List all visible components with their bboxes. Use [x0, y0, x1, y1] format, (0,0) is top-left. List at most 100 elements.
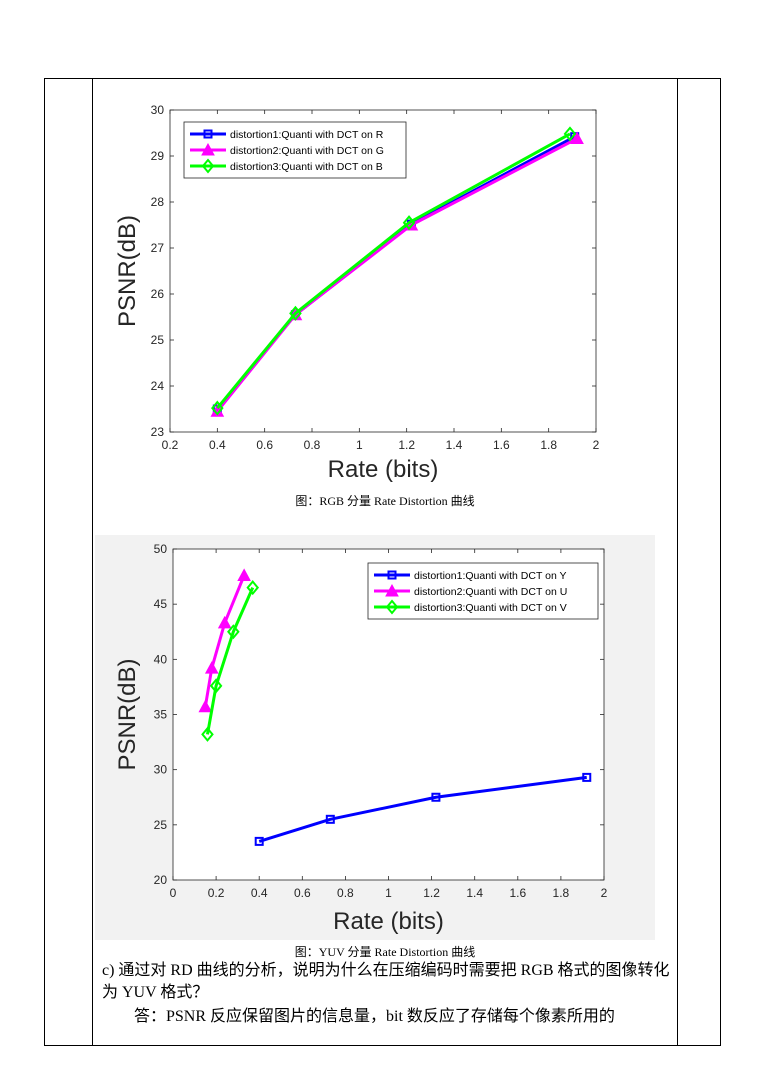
y-axis-label: PSNR(dB): [114, 658, 141, 770]
series-line: [216, 132, 571, 410]
y-tick-label: 23: [151, 425, 165, 439]
data-point-triangle: [204, 661, 219, 674]
x-tick-label: 1.4: [466, 886, 483, 900]
y-tick-label: 30: [154, 763, 168, 777]
x-tick-label: 2: [601, 886, 608, 900]
y-tick-label: 26: [151, 287, 165, 301]
data-point-diamond: [201, 726, 214, 742]
legend-entry-3: distortion3:Quanti with DCT on B: [190, 158, 383, 174]
legend-entry-3: distortion3:Quanti with DCT on V: [374, 599, 567, 615]
data-point-diamond: [563, 126, 577, 142]
data-point-square: [582, 772, 592, 782]
x-tick-label: 0.2: [208, 886, 225, 900]
x-axis-label: Rate (bits): [333, 908, 444, 935]
x-tick-label: 1.6: [493, 438, 510, 452]
x-tick-label: 0: [170, 886, 177, 900]
data-point-square: [387, 570, 397, 580]
series-line: [203, 574, 246, 708]
yuv-rd-chart-svg: 0 0.2 0.4 0.6 0.8 1 1.2 1.4 1.6 1.8 2 20 25 30 35 40 45 5…: [95, 535, 655, 940]
x-tick-label: 0.8: [337, 886, 354, 900]
x-tick-label: 1.2: [398, 438, 415, 452]
data-point-triangle: [237, 568, 251, 581]
legend-entry-1: distortion1:Quanti with DCT on Y: [374, 570, 567, 582]
series-line: [258, 775, 587, 843]
data-point-square: [431, 792, 441, 802]
x-tick-label: 1: [385, 886, 392, 900]
y-tick-label: 45: [154, 597, 168, 611]
data-point-diamond: [385, 599, 399, 615]
data-point-diamond: [402, 215, 416, 231]
table-column-divider-left: [92, 78, 93, 1046]
x-tick-label: 0.6: [256, 438, 273, 452]
data-point-triangle: [217, 615, 232, 629]
x-tick-label: 2: [593, 438, 600, 452]
yuv-rd-chart: 0 0.2 0.4 0.6 0.8 1 1.2 1.4 1.6 1.8 2 20 25 30 35 40 45 5…: [95, 535, 655, 940]
data-point-diamond: [211, 400, 224, 416]
table-border-top: [44, 78, 721, 79]
y-tick-label: 25: [151, 333, 165, 347]
rgb-chart-caption: 图：RGB 分量 Rate Distortion 曲线: [295, 494, 475, 508]
y-tick-label: 40: [154, 652, 168, 666]
rgb-rd-chart-svg: 0.2 0.4 0.6 0.8 1 1.2 1.4 1.6 1.8 2 23 24 25 26 27 28 29…: [114, 103, 600, 483]
y-tick-label: 20: [154, 873, 168, 887]
data-point-square: [254, 836, 264, 846]
y-axis-label: PSNR(dB): [114, 215, 141, 327]
x-tick-label: 0.4: [209, 438, 226, 452]
x-tick-label: 1.8: [540, 438, 557, 452]
question-paragraph: c) 通过对 RD 曲线的分析，说明为什么在压缩编码时需要把 RGB 格式的图像…: [102, 962, 670, 1001]
x-tick-label: 1.2: [423, 886, 440, 900]
data-point-diamond: [201, 158, 215, 174]
data-point-triangle: [570, 131, 584, 145]
answer-paragraph: 答：PSNR 反应保留图片的信息量，bit 数反应了存储每个像素所用的: [134, 1008, 615, 1025]
series-1: [254, 772, 592, 846]
legend-entry-1: distortion1:Quanti with DCT on R: [190, 129, 384, 141]
legend-label: distortion3:Quanti with DCT on V: [414, 602, 567, 614]
table-border-left: [44, 78, 45, 1046]
data-point-diamond: [209, 678, 223, 694]
x-tick-label: 0.2: [162, 438, 179, 452]
y-tick-label: 35: [154, 708, 168, 722]
x-tick-label: 0.4: [251, 886, 268, 900]
x-tick-label: 1: [356, 438, 363, 452]
x-tick-label: 1.8: [553, 886, 570, 900]
data-point-triangle: [198, 699, 213, 713]
series-2: [198, 568, 251, 713]
data-point-diamond: [227, 624, 240, 640]
legend-entry-2: distortion2:Quanti with DCT on G: [190, 142, 384, 157]
legend: distortion1:Quanti with DCT on Y distorti…: [367, 562, 599, 620]
legend-label: distortion1:Quanti with DCT on Y: [414, 570, 567, 582]
y-tick-label: 28: [151, 195, 165, 209]
y-tick-label: 29: [151, 149, 165, 163]
legend-entry-2: distortion2:Quanti with DCT on U: [374, 583, 567, 598]
x-tick-label: 1.4: [446, 438, 463, 452]
data-point-square: [325, 814, 335, 824]
x-axis-label: Rate (bits): [328, 456, 439, 483]
table-column-divider-right: [677, 78, 678, 1046]
x-tick-label: 0.8: [304, 438, 321, 452]
legend-label: distortion3:Quanti with DCT on B: [230, 161, 383, 173]
legend: distortion1:Quanti with DCT on R distorti…: [183, 121, 407, 179]
series-3: [201, 580, 260, 742]
y-tick-label: 30: [151, 103, 165, 117]
table-border-bottom: [44, 1045, 721, 1046]
series-3: [211, 126, 577, 416]
data-point-triangle: [201, 142, 215, 156]
rgb-rd-chart: 0.2 0.4 0.6 0.8 1 1.2 1.4 1.6 1.8 2 23 24 25 26 27 28 29…: [95, 95, 655, 490]
y-tick-label: 50: [154, 542, 168, 556]
series-line: [206, 587, 255, 735]
data-point-triangle: [385, 583, 399, 597]
y-tick-label: 25: [154, 818, 168, 832]
x-tick-label: 1.6: [509, 886, 526, 900]
legend-label: distortion2:Quanti with DCT on U: [414, 586, 567, 598]
legend-label: distortion2:Quanti with DCT on G: [230, 145, 384, 157]
data-point-diamond: [289, 305, 302, 321]
x-tick-label: 0.6: [294, 886, 311, 900]
y-tick-label: 27: [151, 241, 165, 255]
data-point-square: [203, 129, 213, 139]
legend-label: distortion1:Quanti with DCT on R: [230, 129, 384, 141]
y-tick-label: 24: [151, 379, 165, 393]
table-border-right: [720, 78, 721, 1046]
yuv-chart-caption: 图：YUV 分量 Rate Distortion 曲线: [294, 945, 476, 959]
data-point-diamond: [246, 580, 260, 596]
